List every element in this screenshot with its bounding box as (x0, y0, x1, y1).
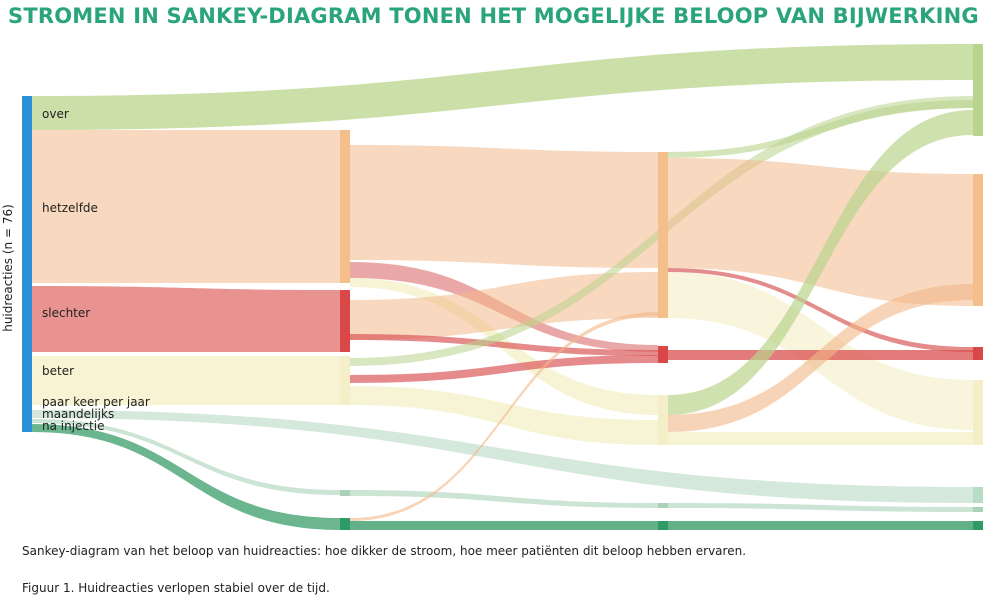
node-beter-t3 (973, 380, 983, 445)
flow-maandelijks-maandelijks (350, 490, 658, 508)
node-label-maandelijks: maandelijks (42, 407, 114, 421)
sankey-flows (32, 44, 973, 530)
flow-beter (32, 356, 340, 405)
flow-hetzelfde-slechter-end (668, 268, 973, 352)
node-na-injectie-t3 (973, 521, 983, 530)
node-na-injectie-t2 (658, 521, 668, 530)
node-label-over: over (42, 107, 69, 121)
flow-slechter-hetzelfde (350, 272, 658, 340)
node-over-t3 (973, 44, 983, 136)
node-label-slechter: slechter (42, 306, 90, 320)
node-beter-t1 (340, 356, 350, 405)
flow-na-injectie-na-injectie (350, 521, 658, 530)
sankey-diagram: huidreacties (n = 76) over hetzelfde sle… (1, 44, 983, 530)
figure-caption: Figuur 1. Huidreacties verlopen stabiel … (22, 581, 330, 595)
flow-over-to-over (32, 44, 973, 130)
node-maandelijks-t2 (658, 503, 668, 508)
node-beter-t2 (658, 395, 668, 445)
flow-na-injectie (32, 424, 340, 530)
diagram-caption: Sankey-diagram van het beloop van huidre… (22, 544, 747, 558)
node-na-injectie-t1 (340, 518, 350, 530)
node-label-hetzelfde: hetzelfde (42, 201, 98, 215)
flow-beter-slechter (350, 355, 658, 383)
axis-label: huidreacties (n = 76) (1, 204, 15, 332)
node-label-beter: beter (42, 364, 74, 378)
node-slechter-t3 (973, 347, 983, 360)
node-label-paar-keer-per-jaar: paar keer per jaar (42, 395, 150, 409)
node-hetzelfde-t1 (340, 130, 350, 283)
node-hetzelfde-t2 (658, 152, 668, 318)
node-slechter-t1 (340, 290, 350, 352)
flow-beter-over-end (668, 110, 973, 415)
flow-slechter-slechter (350, 334, 658, 356)
node-paar-keer-t3 (973, 487, 983, 503)
flow-hetzelfde (32, 130, 340, 283)
node-huidreacties-bar (22, 96, 32, 432)
node-label-na-injectie: na injectie (42, 419, 104, 433)
flow-hetzelfde-over (668, 100, 973, 158)
node-slechter-t2 (658, 346, 668, 363)
flow-maandelijks (32, 419, 340, 495)
node-hetzelfde-t3 (973, 174, 983, 306)
node-maandelijks-t1 (340, 490, 350, 496)
flow-slechter (32, 286, 340, 352)
flow-hetzelfde-hetzelfde (350, 145, 658, 268)
sankey-nodes (22, 44, 983, 530)
flow-beter-hetzelfde-end (668, 284, 973, 432)
flow-hetzelfde-hetzelfde-end (668, 158, 973, 306)
node-maandelijks-t3 (973, 507, 983, 512)
page-title: STROMEN IN SANKEY-DIAGRAM TONEN HET MOGE… (8, 4, 979, 28)
flow-paar-keer-to-end (32, 410, 973, 503)
sankey-labels: huidreacties (n = 76) over hetzelfde sle… (1, 107, 150, 433)
flow-maandelijks-end (668, 503, 973, 512)
flow-na-injectie-hetzelfde (350, 312, 658, 521)
flow-na-injectie-end (668, 521, 973, 530)
flow-beter-beter-end (668, 432, 973, 445)
